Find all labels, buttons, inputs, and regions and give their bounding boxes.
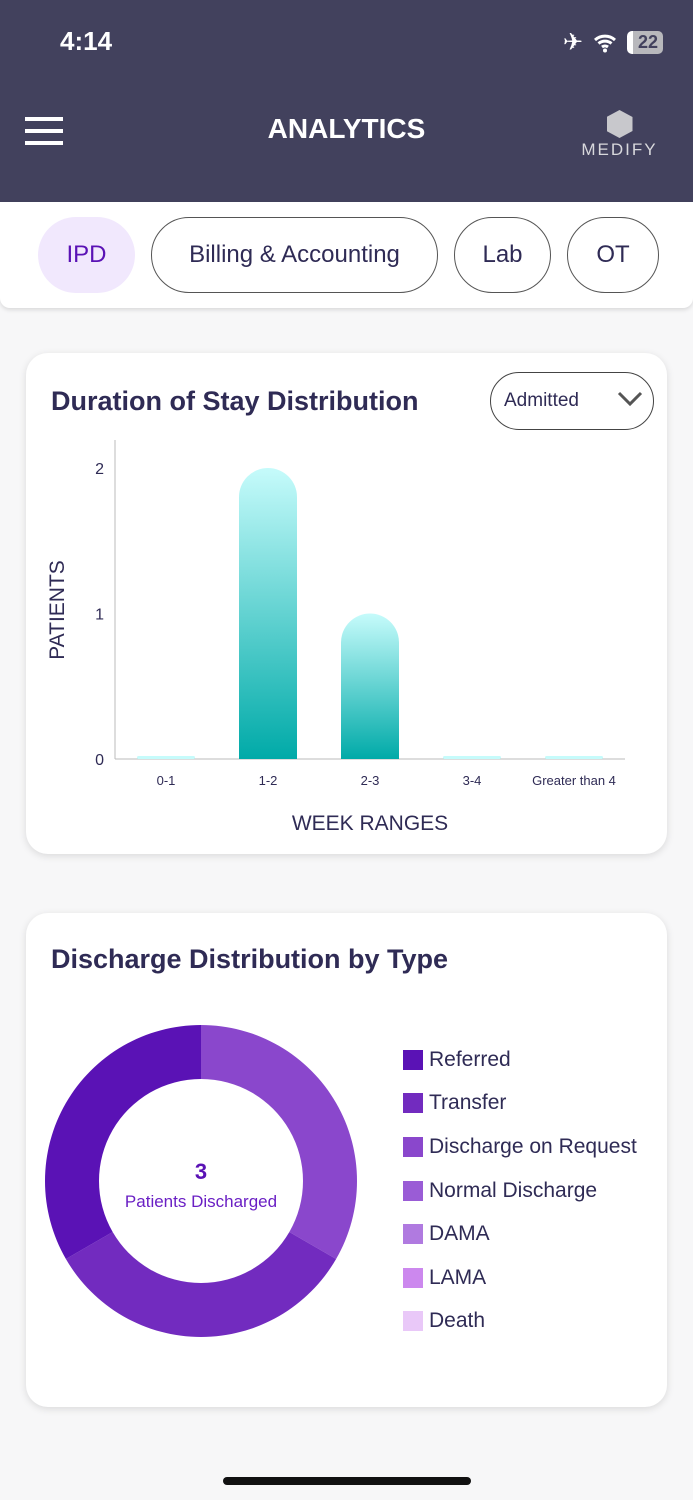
chart-legend: Referred Transfer Discharge on Request Norm… bbox=[403, 1038, 637, 1343]
medify-logo: MEDIFY bbox=[572, 110, 667, 160]
tab-ot[interactable]: OT bbox=[567, 217, 659, 293]
legend-item: Normal Discharge bbox=[403, 1169, 637, 1213]
legend-label: DAMA bbox=[429, 1222, 490, 1246]
legend-item: LAMA bbox=[403, 1256, 637, 1300]
airplane-icon: ✈ bbox=[562, 29, 583, 56]
wifi-icon bbox=[593, 34, 616, 52]
home-indicator bbox=[223, 1477, 471, 1485]
tab-ipd[interactable]: IPD bbox=[38, 217, 135, 293]
center-label: Patients Discharged bbox=[125, 1192, 277, 1211]
status-icons: ✈ 22 bbox=[563, 28, 663, 57]
status-time: 4:14 bbox=[60, 26, 113, 56]
y-tick-label: 0 bbox=[95, 752, 104, 769]
app-header: 4:14 ✈ 22 ANALYTICS MEDIFY bbox=[0, 0, 693, 215]
tab-billing-accounting[interactable]: Billing & Accounting bbox=[151, 217, 438, 293]
donut-slice-referred bbox=[45, 1025, 201, 1259]
legend-swatch bbox=[403, 1136, 423, 1157]
status-filter-dropdown[interactable]: Admitted bbox=[490, 372, 654, 430]
center-value: 3 bbox=[195, 1159, 207, 1184]
chart-title: Discharge Distribution by Type bbox=[51, 944, 449, 974]
donut-slice-discharge-on-request bbox=[201, 1025, 357, 1259]
legend-swatch bbox=[403, 1267, 423, 1288]
bar bbox=[239, 468, 297, 759]
legend-swatch bbox=[403, 1049, 423, 1070]
legend-label: Discharge on Request bbox=[429, 1134, 637, 1158]
donut-slice-transfer bbox=[65, 1232, 337, 1337]
legend-swatch bbox=[403, 1224, 423, 1245]
legend-label: LAMA bbox=[429, 1265, 487, 1289]
x-tick-label: 2-3 bbox=[361, 773, 380, 788]
legend-item: Discharge on Request bbox=[403, 1125, 637, 1169]
bar bbox=[137, 756, 195, 759]
y-tick-label: 1 bbox=[95, 607, 104, 624]
legend-item: Referred bbox=[403, 1038, 637, 1082]
chevron-down-icon bbox=[617, 391, 643, 407]
legend-item: DAMA bbox=[403, 1212, 637, 1256]
legend-swatch bbox=[403, 1180, 423, 1201]
legend-label: Normal Discharge bbox=[429, 1178, 598, 1202]
bar bbox=[443, 756, 501, 759]
x-tick-label: 1-2 bbox=[259, 773, 278, 788]
bar-chart: 0 1 2 0-1 1-2 2-3 3-4 Greater than 4 WEEK RANGES… bbox=[46, 440, 625, 835]
legend-item: Transfer bbox=[403, 1082, 637, 1126]
donut-chart: 3 Patients Discharged bbox=[45, 1025, 357, 1337]
tab-lab[interactable]: Lab bbox=[454, 217, 551, 293]
legend-swatch bbox=[403, 1093, 423, 1114]
battery-indicator: 22 bbox=[626, 31, 663, 54]
duration-of-stay-card: Duration of Stay Distribution Admitted 0… bbox=[26, 353, 667, 854]
legend-label: Transfer bbox=[429, 1091, 507, 1115]
x-tick-label: 0-1 bbox=[157, 773, 176, 788]
legend-swatch bbox=[403, 1311, 423, 1332]
y-axis-label: PATIENTS bbox=[46, 560, 69, 660]
legend-label: Referred bbox=[429, 1047, 511, 1071]
x-axis-label: WEEK RANGES bbox=[292, 812, 448, 835]
x-tick-label: Greater than 4 bbox=[532, 773, 616, 788]
bar bbox=[341, 613, 399, 759]
page-title: ANALYTICS bbox=[267, 113, 426, 144]
chart-title: Duration of Stay Distribution bbox=[51, 386, 419, 416]
bar bbox=[545, 756, 603, 759]
menu-icon[interactable] bbox=[25, 117, 63, 145]
legend-label: Death bbox=[429, 1309, 486, 1333]
tab-bar: IPD Billing & Accounting Lab OT bbox=[0, 202, 693, 308]
legend-item: Death bbox=[403, 1300, 637, 1344]
x-tick-label: 3-4 bbox=[463, 773, 482, 788]
y-tick-label: 2 bbox=[95, 461, 104, 478]
discharge-distribution-card: Discharge Distribution by Type 3 Patients… bbox=[26, 913, 667, 1407]
